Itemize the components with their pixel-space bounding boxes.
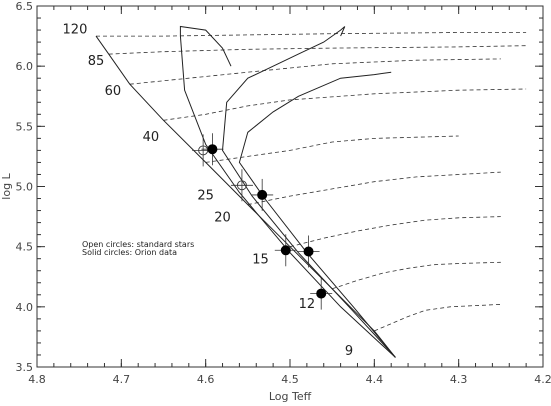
evolutionary-track-7 xyxy=(332,261,501,290)
x-tick-label: 4.2 xyxy=(534,373,551,386)
plot-points xyxy=(192,133,333,310)
x-tick-label: 4.6 xyxy=(197,373,215,386)
evolutionary-track-8 xyxy=(374,304,501,332)
standard-star-point xyxy=(236,180,247,191)
evolutionary-track-2 xyxy=(129,58,501,85)
orion-data-point xyxy=(257,189,268,200)
x-tick-label: 4.8 xyxy=(28,373,46,386)
zams-line xyxy=(95,35,396,358)
y-tick-label: 4.0 xyxy=(16,301,34,314)
evolutionary-track-1 xyxy=(108,45,527,55)
isochrone-0 xyxy=(179,25,396,358)
orion-data-point xyxy=(316,288,327,299)
isochrone-1 xyxy=(221,26,396,358)
mass-label-40: 40 xyxy=(143,130,160,145)
evolutionary-track-3 xyxy=(163,88,527,121)
x-tick-label: 4.4 xyxy=(366,373,384,386)
y-axis-label: log L xyxy=(0,172,13,199)
mass-label-60: 60 xyxy=(105,84,122,99)
mass-label-20: 20 xyxy=(214,210,231,225)
x-tick-label: 4.5 xyxy=(281,373,299,386)
evolutionary-track-0 xyxy=(96,32,527,37)
x-axis-label: Log Teff xyxy=(269,390,312,403)
evolutionary-track-5 xyxy=(247,171,501,205)
orion-data-point xyxy=(303,246,314,257)
y-tick-label: 5.0 xyxy=(16,181,34,194)
legend-line-1: Solid circles: Orion data xyxy=(82,248,177,257)
mass-label-12: 12 xyxy=(299,297,316,312)
mass-label-120: 120 xyxy=(63,23,88,38)
x-tick-label: 4.3 xyxy=(450,373,468,386)
y-tick-label: 6.5 xyxy=(16,0,34,13)
y-tick-label: 4.5 xyxy=(16,241,34,254)
x-tick-label: 4.7 xyxy=(113,373,131,386)
y-tick-label: 6.0 xyxy=(16,60,34,73)
legend-line-0: Open circles: standard stars xyxy=(82,240,194,249)
isochrone-2 xyxy=(238,71,396,358)
mass-label-25: 25 xyxy=(197,189,214,204)
y-tick-label: 3.5 xyxy=(16,361,34,374)
mass-label-15: 15 xyxy=(252,253,269,268)
orion-data-point xyxy=(280,245,291,256)
y-tick-label: 5.5 xyxy=(16,120,34,133)
evolutionary-track-4 xyxy=(205,135,459,163)
plot-curves xyxy=(95,25,527,358)
evolutionary-track-6 xyxy=(289,216,501,248)
mass-label-9: 9 xyxy=(345,344,353,359)
orion-data-point xyxy=(207,144,218,155)
mass-label-85: 85 xyxy=(88,54,105,69)
